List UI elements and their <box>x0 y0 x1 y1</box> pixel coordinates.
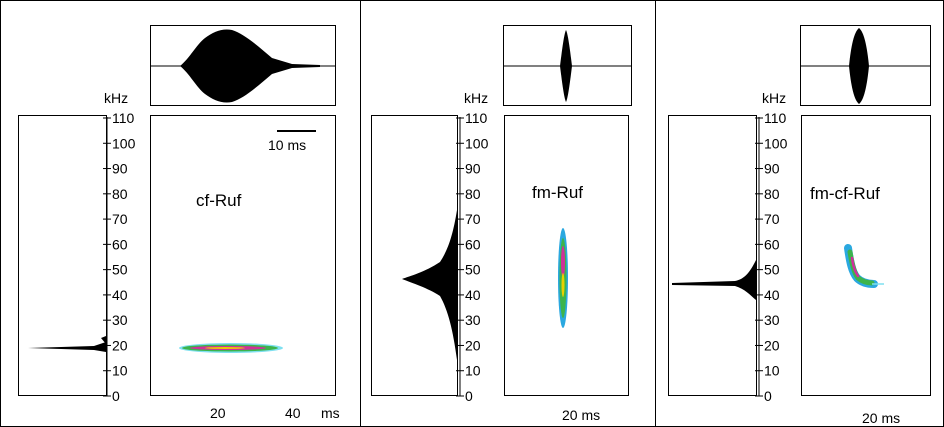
y-tick-label: 70 <box>465 211 481 227</box>
panel-title: fm-cf-Ruf <box>810 184 880 203</box>
y-tick-label: 50 <box>764 262 780 278</box>
spectrum-side-peak <box>101 336 106 344</box>
x-tick-label-20: 20 <box>210 405 226 421</box>
y-tick-label: 20 <box>112 337 128 353</box>
x-tick-label-20ms: 20 ms <box>862 410 900 426</box>
spectrum-peak <box>672 260 756 300</box>
y-tick-label: 80 <box>764 186 780 202</box>
x-unit-label: ms <box>321 405 340 421</box>
y-tick-label: 110 <box>112 110 135 126</box>
call-trace-core <box>850 256 860 278</box>
y-tick-label: 10 <box>764 363 780 379</box>
y-tick-label: 70 <box>112 211 128 227</box>
spectrum-distribution <box>402 210 457 360</box>
y-tick-label: 50 <box>465 262 481 278</box>
y-tick-label: 60 <box>764 236 780 252</box>
spectrum-box <box>18 115 107 396</box>
panel-title: fm-Ruf <box>532 183 583 202</box>
y-tick-label: 0 <box>465 388 473 404</box>
y-tick-label: 30 <box>465 312 481 328</box>
oscillogram-envelope <box>849 28 869 104</box>
y-tick-label: 80 <box>112 186 128 202</box>
y-unit-label: kHz <box>464 90 488 106</box>
y-tick-label: 100 <box>112 135 136 151</box>
spectrogram-box <box>801 115 931 396</box>
y-tick-label: 70 <box>764 211 780 227</box>
call-trace-peak <box>205 347 245 349</box>
oscillogram-box <box>800 25 931 106</box>
spectrum-box <box>371 115 458 396</box>
y-tick-label: 110 <box>764 110 787 126</box>
y-tick-label: 10 <box>465 363 481 379</box>
y-tick-label: 90 <box>112 161 128 177</box>
y-tick-label: 90 <box>465 161 481 177</box>
scale-bar-label: 10 ms <box>268 137 306 153</box>
spectrum-box <box>668 115 757 396</box>
y-tick-label: 0 <box>764 388 772 404</box>
call-trace-core <box>561 246 565 278</box>
y-tick-label: 100 <box>764 135 788 151</box>
oscillogram-envelope <box>560 30 572 102</box>
y-tick-label: 10 <box>112 363 128 379</box>
y-tick-label: 80 <box>465 186 481 202</box>
x-tick-label-20ms: 20 ms <box>562 407 600 423</box>
y-tick-label: 40 <box>465 287 481 303</box>
call-trace-peak <box>561 273 565 297</box>
oscillogram-tail <box>292 64 320 68</box>
y-tick-label: 50 <box>112 262 128 278</box>
y-tick-label: 60 <box>465 236 481 252</box>
y-tick-label: 40 <box>764 287 780 303</box>
y-tick-label: 40 <box>112 287 128 303</box>
y-tick-label: 20 <box>764 337 780 353</box>
x-tick-label-40: 40 <box>285 405 301 421</box>
y-tick-label: 20 <box>465 337 481 353</box>
y-tick-label: 0 <box>112 388 120 404</box>
y-tick-label: 30 <box>764 312 780 328</box>
spectrum-peak <box>28 342 106 352</box>
y-unit-label: kHz <box>104 90 128 106</box>
spectrogram-box <box>150 115 336 396</box>
spectrogram-box <box>504 115 629 396</box>
y-tick-label: 100 <box>465 135 489 151</box>
oscillogram-envelope <box>180 29 292 103</box>
y-tick-label: 30 <box>112 312 128 328</box>
y-tick-label: 60 <box>112 236 128 252</box>
call-trace <box>558 228 568 328</box>
panel-title: cf-Ruf <box>196 191 242 210</box>
y-unit-label: kHz <box>762 90 786 106</box>
call-trace <box>179 343 283 353</box>
y-tick-label: 110 <box>465 110 488 126</box>
oscillogram-box <box>503 25 632 106</box>
oscillogram-box <box>150 25 336 106</box>
call-trace <box>844 244 884 288</box>
y-tick-label: 90 <box>764 161 780 177</box>
